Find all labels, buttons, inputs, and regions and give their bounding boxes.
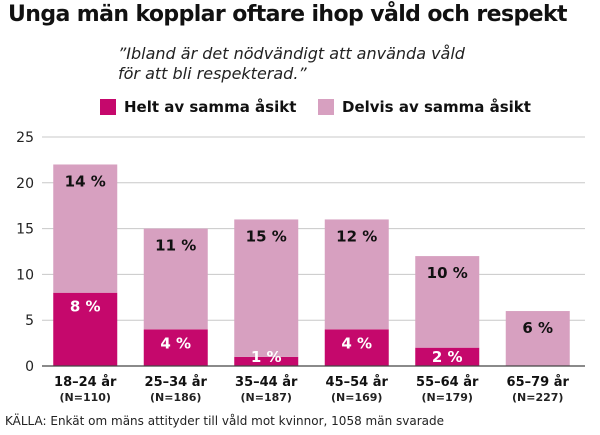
y-tick-label: 5 — [25, 313, 34, 329]
x-category-label: 55–64 år — [416, 375, 479, 390]
x-category-label: 65–79 år — [507, 375, 570, 390]
bar-helt — [53, 292, 118, 366]
bar-helt — [143, 329, 208, 366]
data-label-delvis: 14 % — [65, 172, 106, 190]
legend-swatch-helt — [100, 99, 116, 115]
data-label-delvis: 10 % — [427, 264, 468, 282]
x-category-note: (N=110) — [60, 391, 111, 404]
data-label-helt: 1 % — [251, 348, 282, 366]
y-tick-label: 0 — [25, 359, 34, 375]
legend-item-helt: Helt av samma åsikt — [100, 97, 296, 117]
y-tick-label: 25 — [16, 130, 34, 146]
x-category-note: (N=186) — [150, 391, 201, 404]
chart-title: Unga män kopplar oftare ihop våld och re… — [8, 2, 568, 27]
x-category-label: 18–24 år — [54, 375, 117, 390]
x-category-note: (N=227) — [512, 391, 563, 404]
source-note: KÄLLA: Enkät om mäns attityder till våld… — [5, 414, 444, 428]
data-label-delvis: 12 % — [336, 227, 377, 245]
bar-helt — [324, 329, 389, 366]
legend-label-delvis: Delvis av samma åsikt — [342, 98, 531, 116]
bar-delvis — [53, 164, 118, 293]
chart-subtitle: ”Ibland är det nödvändigt att använda vå… — [118, 44, 465, 83]
bar-delvis — [324, 219, 389, 330]
data-label-delvis: 11 % — [155, 237, 196, 255]
y-tick-label: 10 — [16, 267, 34, 283]
x-category-label: 45–54 år — [326, 375, 389, 390]
y-tick-label: 20 — [16, 176, 34, 192]
bar-delvis — [415, 256, 480, 348]
data-label-helt: 4 % — [341, 334, 372, 352]
bar-delvis — [505, 311, 570, 366]
bar-helt — [415, 347, 480, 366]
x-category-note: (N=169) — [331, 391, 382, 404]
legend-item-delvis: Delvis av samma åsikt — [318, 97, 531, 117]
data-label-helt: 4 % — [160, 334, 191, 352]
legend-swatch-delvis — [318, 99, 334, 115]
data-label-helt: 2 % — [432, 348, 463, 366]
data-label-delvis: 15 % — [246, 227, 287, 245]
bar-delvis — [143, 228, 208, 330]
x-category-label: 25–34 år — [145, 375, 208, 390]
x-category-label: 35–44 år — [235, 375, 298, 390]
legend-label-helt: Helt av samma åsikt — [124, 98, 297, 116]
x-category-note: (N=187) — [241, 391, 292, 404]
bar-delvis — [234, 219, 299, 357]
data-label-helt: 8 % — [70, 298, 101, 316]
bar-helt — [234, 356, 299, 366]
data-label-delvis: 6 % — [522, 319, 553, 337]
x-category-note: (N=179) — [422, 391, 473, 404]
y-tick-label: 15 — [16, 222, 34, 238]
